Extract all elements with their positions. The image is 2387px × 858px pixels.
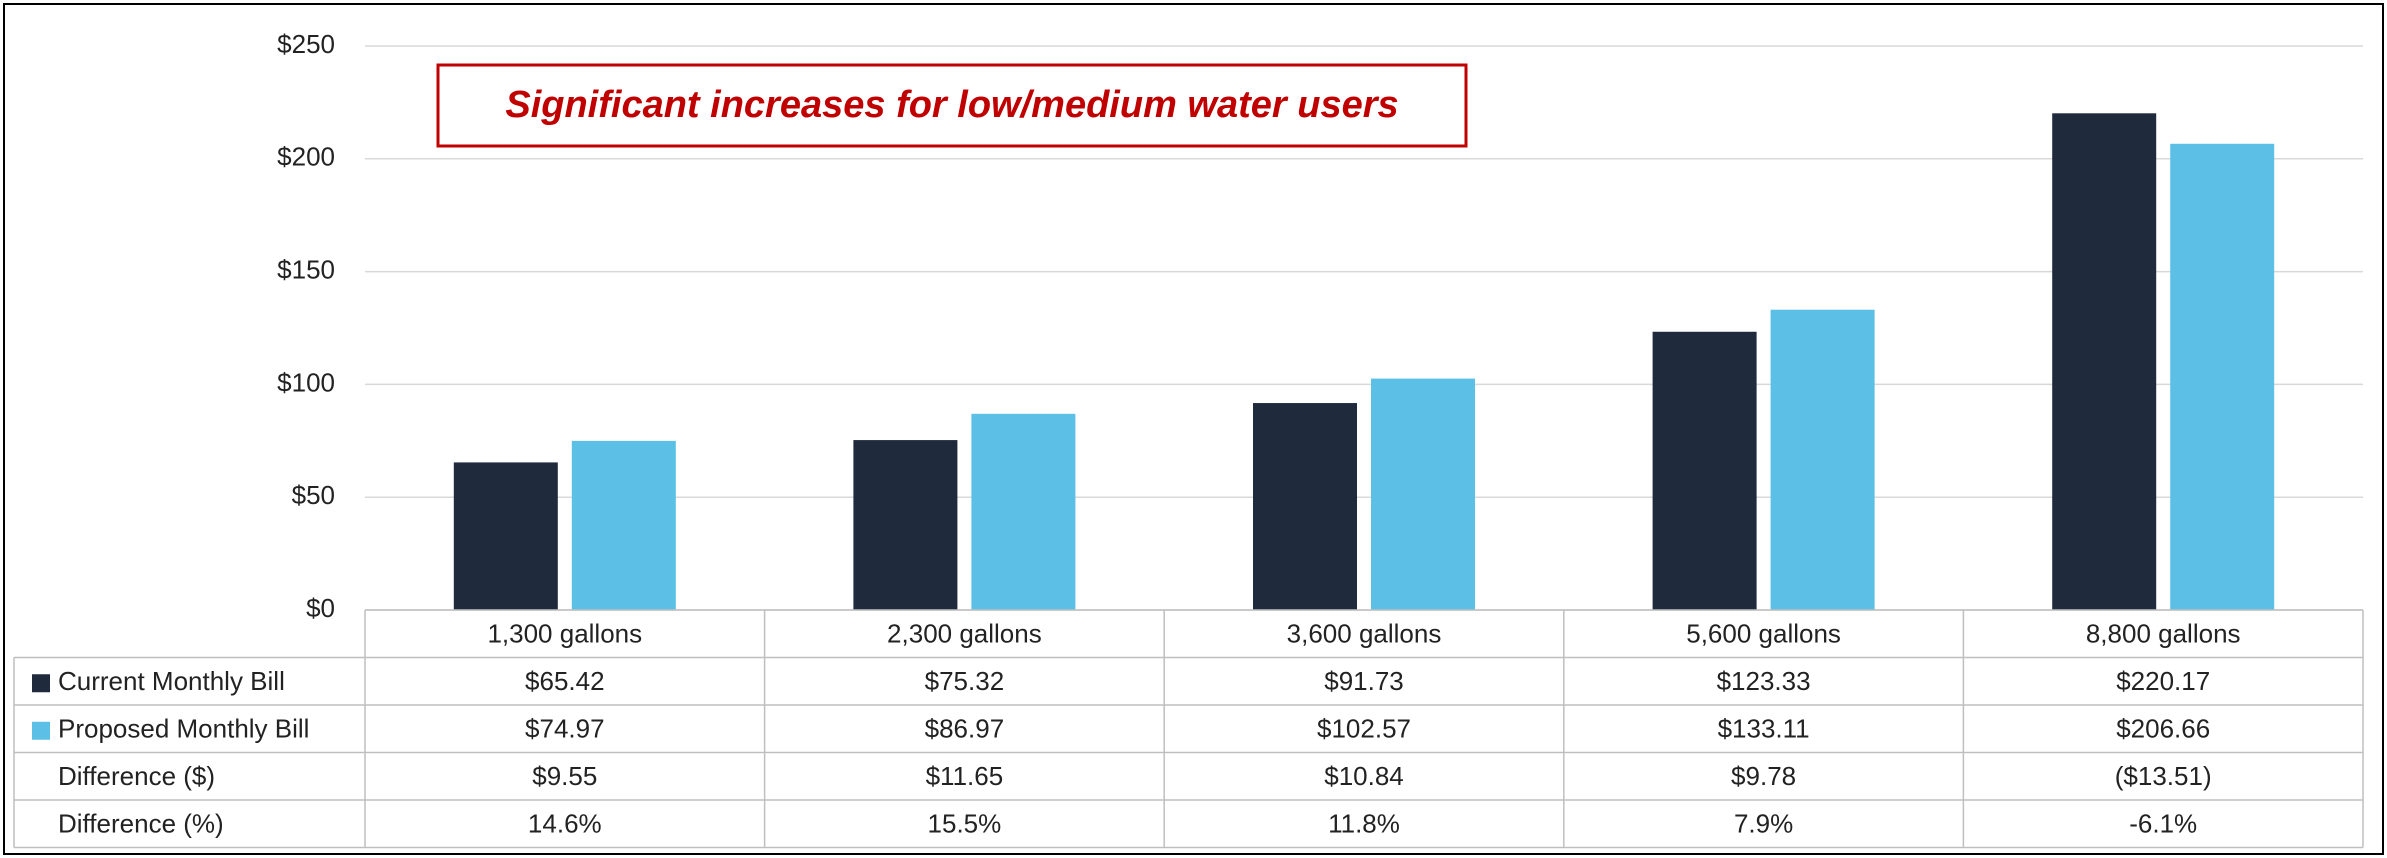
table-value: $11.65 xyxy=(926,761,1004,791)
row-label: Difference (%) xyxy=(58,809,224,839)
annotation: Significant increases for low/medium wat… xyxy=(505,84,1398,126)
legend-swatch xyxy=(32,674,50,693)
table-value: $220.17 xyxy=(2116,666,2210,696)
x-tick-label: 5,600 gallons xyxy=(1686,619,1841,649)
bar xyxy=(853,440,958,610)
x-tick-label: 8,800 gallons xyxy=(2086,619,2241,649)
table-value: 11.8% xyxy=(1328,809,1400,839)
table-value: $10.84 xyxy=(1324,761,1404,791)
row-label: Difference ($) xyxy=(58,761,215,791)
y-tick-label: $100 xyxy=(277,367,335,397)
bar xyxy=(1770,309,1875,610)
bar xyxy=(971,413,1076,610)
table-value: $86.97 xyxy=(925,714,1005,744)
bar xyxy=(1652,331,1757,610)
bar xyxy=(2052,113,2157,610)
x-tick-label: 3,600 gallons xyxy=(1287,619,1442,649)
y-tick-label: $150 xyxy=(277,254,335,284)
table-value: $9.78 xyxy=(1731,761,1796,791)
table-value: $9.55 xyxy=(532,761,597,791)
bar xyxy=(571,440,676,610)
table-value: $74.97 xyxy=(525,714,605,744)
table-value: $75.32 xyxy=(925,666,1005,696)
table-value: $123.33 xyxy=(1717,666,1811,696)
legend-label: Current Monthly Bill xyxy=(58,666,285,696)
table-value: $133.11 xyxy=(1718,714,1810,744)
table-value: $91.73 xyxy=(1324,666,1404,696)
table-value: 15.5% xyxy=(928,809,1002,839)
legend-swatch xyxy=(32,721,50,740)
table-value: $102.57 xyxy=(1317,714,1411,744)
bar xyxy=(453,462,558,610)
x-tick-label: 2,300 gallons xyxy=(887,619,1042,649)
x-tick-label: 1,300 gallons xyxy=(487,619,642,649)
table-value: -6.1% xyxy=(2129,809,2197,839)
table-value: 14.6% xyxy=(528,809,602,839)
bar xyxy=(2170,143,2275,611)
y-tick-label: $50 xyxy=(292,480,335,510)
y-tick-label: $0 xyxy=(306,593,335,623)
bar xyxy=(1371,378,1475,610)
annotation-box xyxy=(436,63,1468,148)
bar xyxy=(1253,403,1357,610)
table-value: $65.42 xyxy=(525,666,605,696)
y-tick-label: $200 xyxy=(277,142,335,172)
legend-label: Proposed Monthly Bill xyxy=(58,714,309,744)
frame xyxy=(3,3,2384,855)
y-tick-label: $250 xyxy=(277,29,335,59)
table-value: ($13.51) xyxy=(2115,761,2212,791)
table-value: 7.9% xyxy=(1734,809,1793,839)
table-value: $206.66 xyxy=(2116,714,2210,744)
